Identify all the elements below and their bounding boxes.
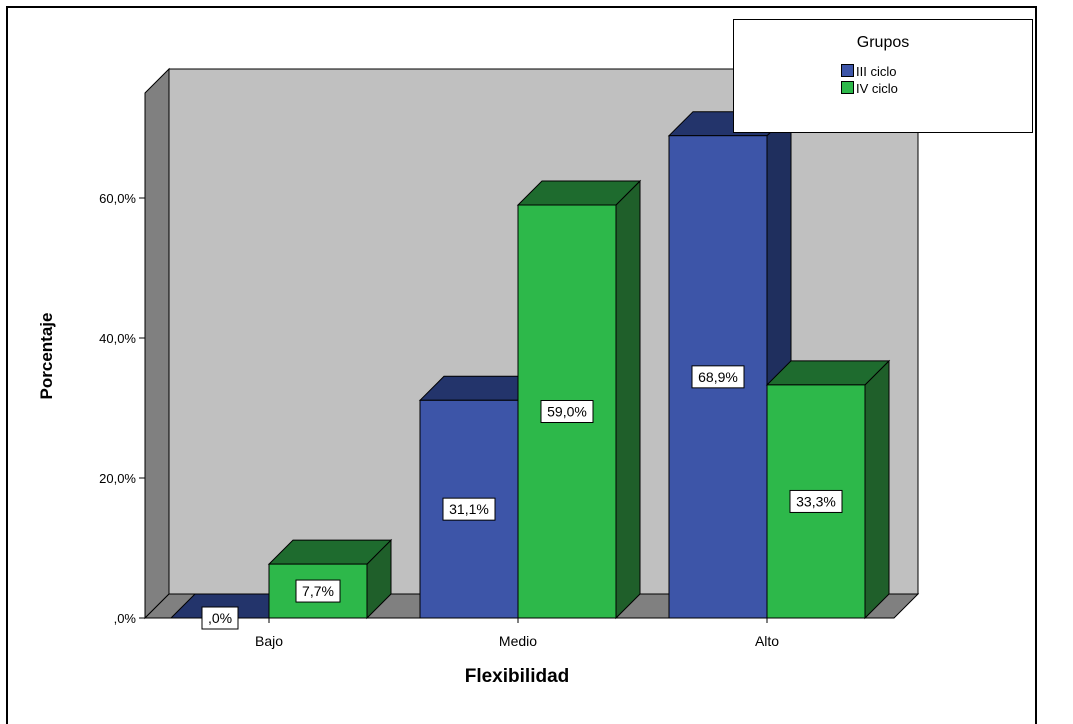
bar-side [615,179,641,620]
data-label-text: 68,9% [698,369,738,385]
legend-swatch-iv-ciclo [841,81,854,94]
data-label-text: 59,0% [547,404,587,420]
legend-title: Grupos [856,34,910,51]
y-tick-label: 40,0% [99,331,136,346]
x-tick-label: Bajo [255,633,283,649]
data-label: 7,7% [295,579,341,603]
data-label: 33,3% [789,489,843,513]
y-axis: ,0% 20,0% 40,0% 60,0% [99,191,145,626]
data-label: 31,1% [442,497,496,521]
data-label-text: 31,1% [449,501,489,517]
bar-side [864,359,890,620]
legend-swatch-iii-ciclo [841,64,854,77]
data-label-box [789,489,843,513]
data-label-text: 33,3% [796,493,836,509]
data-label: 68,9% [691,365,745,389]
y-tick-label: 20,0% [99,471,136,486]
data-label-text: 7,7% [302,583,334,599]
y-tick-label: 60,0% [99,191,136,206]
bars [169,110,891,620]
y-tick-label: ,0% [114,611,137,626]
data-label-box [442,497,496,521]
legend-item-iv-ciclo: IV ciclo [841,81,898,97]
bar [765,359,891,620]
bar [516,179,642,620]
legend-label-iv-ciclo: IV ciclo [856,81,898,96]
data-label-text: ,0% [208,610,232,626]
x-tick-label: Alto [755,633,779,649]
y-axis-title: Porcentaje [37,313,56,400]
data-label: ,0% [201,606,239,630]
bar [267,538,393,620]
data-label: 59,0% [540,400,594,423]
legend-item-iii-ciclo: III ciclo [841,64,896,80]
x-axis-title: Flexibilidad [465,666,570,687]
legend: Grupos III ciclo IV ciclo [733,19,1033,133]
data-label-box [295,579,341,603]
legend-label-iii-ciclo: III ciclo [856,64,897,79]
side-wall [144,67,170,620]
data-label-box [201,606,239,630]
data-labels: ,0% 7,7% 31,1% 59,0% 68,9% 33,3% [201,365,843,630]
data-label-box [540,400,594,423]
x-axis: Bajo Medio Alto [255,618,779,649]
x-tick-label: Medio [499,633,537,649]
data-label-box [691,365,745,389]
